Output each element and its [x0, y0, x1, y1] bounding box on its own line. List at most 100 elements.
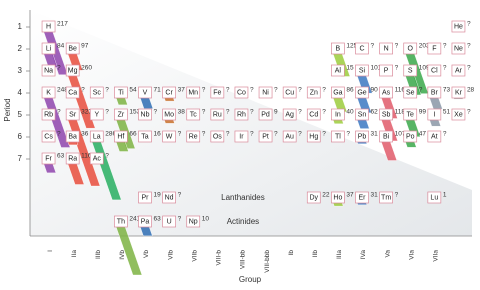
x-tick-label: IVa [360, 250, 367, 260]
element-symbol: Pt [262, 133, 269, 140]
value-label: 241 [129, 216, 140, 223]
element-box [258, 130, 273, 143]
value-label: ? [443, 131, 447, 138]
element-box [355, 108, 369, 121]
element-box [162, 191, 176, 204]
x-tick-label: VIIb [191, 250, 198, 262]
element-symbol: As [382, 89, 391, 96]
element-symbol: Re [189, 133, 198, 140]
value-label: 1 [443, 192, 447, 199]
value-label: ? [178, 216, 182, 223]
element-box [282, 86, 297, 99]
element-box [331, 42, 345, 55]
value-label: ? [202, 87, 206, 94]
value-label: ? [322, 109, 326, 116]
element-box [355, 86, 369, 99]
value-label: ? [226, 87, 230, 94]
y-tick-label: 5 [18, 110, 23, 119]
value-label: ? [250, 109, 254, 116]
element-box [162, 86, 176, 99]
element-symbol: Kr [455, 89, 463, 96]
value-label: ? [467, 21, 471, 28]
element-symbol: Se [406, 89, 415, 96]
element-box [403, 64, 418, 77]
value-label: ? [250, 87, 254, 94]
value-label: 101 [371, 65, 382, 72]
element-box [138, 130, 152, 143]
element-box [89, 108, 104, 121]
value-label: 16 [154, 131, 162, 138]
element-symbol: Nd [165, 194, 174, 201]
element-symbol: Ni [262, 89, 269, 96]
value-label: ? [322, 87, 326, 94]
y-tick-label: 6 [18, 132, 23, 141]
value-label: 84 [57, 43, 65, 50]
element-symbol: Br [431, 89, 439, 96]
value-label: ? [178, 131, 182, 138]
element-symbol: F [432, 45, 436, 52]
element-symbol: Sr [69, 111, 77, 118]
value-label: ? [57, 65, 61, 72]
element-symbol: Ba [68, 133, 77, 140]
element-box [65, 152, 80, 165]
element-symbol: V [143, 89, 148, 96]
element-box [186, 130, 201, 143]
element-box [210, 108, 225, 121]
value-label: 15 [346, 65, 354, 72]
value-label: 118 [395, 109, 406, 116]
element-symbol: Zn [310, 89, 318, 96]
element-box [162, 215, 176, 228]
element-box [114, 215, 128, 228]
element-symbol: Si [359, 67, 366, 74]
element-symbol: Mo [164, 111, 174, 118]
value-label: 217 [57, 21, 68, 28]
element-box [138, 108, 152, 121]
element-symbol: P [384, 67, 389, 74]
value-label: ? [274, 87, 278, 94]
elements: H 217 He ? Li 84 Be 97 B 125 C? N? O 203 F? Ne ? Na? Mg 260… [41, 20, 475, 228]
element-box [186, 86, 201, 99]
value-label: 47 [419, 131, 427, 138]
element-symbol: Ar [455, 67, 463, 74]
x-tick-label: VIa [408, 250, 415, 260]
value-label: ? [298, 109, 302, 116]
element-box [403, 42, 418, 55]
y-tick-label: 7 [18, 154, 23, 163]
x-tick-label: VIII-bb [240, 250, 247, 270]
value-label: 19 [154, 192, 162, 199]
value-label: 36 [81, 131, 89, 138]
element-symbol: Ca [68, 89, 77, 96]
element-box [282, 130, 297, 143]
value-label: ? [202, 131, 206, 138]
element-symbol: In [335, 111, 341, 118]
element-box [331, 130, 345, 143]
element-symbol: O [407, 45, 413, 52]
element-symbol: U [167, 218, 172, 225]
value-label: 66 [129, 131, 137, 138]
element-symbol: Ru [213, 111, 222, 118]
element-box [138, 86, 152, 99]
x-tick-label: VIII-b [216, 250, 223, 266]
value-label: ? [395, 43, 399, 50]
value-label: 97 [81, 43, 89, 50]
value-label: ? [298, 131, 302, 138]
element-symbol: Tc [190, 111, 198, 118]
value-label: ? [81, 87, 85, 94]
element-box [65, 42, 80, 55]
value-label: 116 [395, 87, 406, 94]
value-label: ? [322, 131, 326, 138]
element-box [41, 130, 56, 143]
element-symbol: Mg [68, 67, 78, 74]
element-box [65, 108, 80, 121]
element-symbol: Fr [45, 155, 52, 162]
element-symbol: He [454, 23, 463, 30]
element-box [258, 86, 273, 99]
value-label: ? [57, 109, 61, 116]
element-symbol: Zr [118, 111, 125, 118]
value-label: 37 [178, 87, 186, 94]
value-label: 62 [371, 109, 379, 116]
value-label: 28 [467, 87, 475, 94]
value-label: 37 [346, 192, 354, 199]
element-symbol: At [431, 133, 438, 140]
element-box [403, 86, 418, 99]
